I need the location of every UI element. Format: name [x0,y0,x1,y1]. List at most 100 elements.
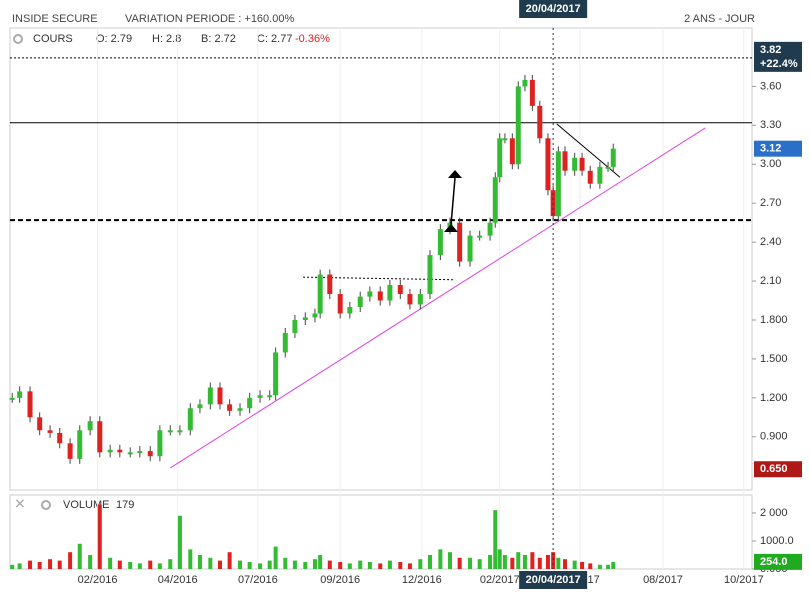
volume-tick-label: 2 000 [760,507,788,519]
volume-bar [168,559,173,569]
x-tick-label: 02/2016 [78,574,118,586]
y-tick-label: 3.30 [760,119,781,131]
candle [492,177,498,223]
candle [347,307,353,314]
volume-bar [77,543,82,569]
candle [217,387,223,405]
candle [227,404,233,411]
volume-bar [238,560,243,569]
period: 2 ANS - JOUR [684,13,755,25]
cursor-label-top: 20/04/2017 [526,3,581,15]
candle [87,421,93,431]
volume-bar [137,563,142,569]
volume-bar [378,563,383,569]
ohlc-high: H: 2.8 [152,33,181,45]
candle [317,274,323,314]
candle [282,332,288,353]
candle [610,148,616,167]
candle [137,451,143,454]
x-tick-label: 10/2017 [724,574,764,586]
candle [67,443,73,459]
volume-bar [312,559,317,569]
volume-bar [597,564,602,569]
candle [197,404,203,409]
volume-bar [188,549,193,569]
ohlc-low: B: 2.72 [201,33,236,45]
candle [312,313,318,318]
candle [562,151,568,171]
candle [417,294,423,305]
volume-bar [17,563,22,569]
candle [537,105,543,139]
candle [579,157,585,171]
candle [545,138,551,191]
candle [529,79,535,106]
volume-bar [148,560,153,569]
candle [177,430,183,433]
cursor-label-bottom: 20/04/2017 [526,574,581,586]
volume-bar [227,552,232,569]
ohlc-close: C: 2.77 [257,33,292,45]
volume-legend-name: VOLUME [63,499,109,511]
candle [273,352,279,396]
candle [337,294,343,314]
volume-bar [157,563,162,569]
volume-bar [208,557,213,569]
close-icon[interactable]: ✕ [14,496,26,512]
volume-bar [338,561,343,569]
y-tick-label: 3.60 [760,80,781,92]
candle [457,222,463,262]
candle [597,166,603,184]
candle [97,421,103,453]
candle [117,449,123,453]
candle [107,449,113,453]
volume-bar [128,561,133,569]
high-marker-bg [754,41,802,72]
volume-bar [493,510,498,569]
candle [522,79,528,87]
volume-bar [367,561,372,569]
last-volume-bg [754,553,802,570]
volume-bar [108,557,113,569]
candle [57,432,63,444]
volume-bar [580,561,585,569]
candle [357,296,363,308]
volume-bar [497,549,502,569]
price-panel [9,27,753,491]
settings-icon[interactable] [41,500,51,510]
candle [147,451,153,457]
volume-bar [247,561,252,569]
candle [367,291,373,297]
candle [605,166,611,169]
candle [509,138,515,165]
cursor-label-bottom-bg [519,571,588,589]
candle [467,235,473,262]
volume-bar [477,559,482,569]
volume-bar [398,561,403,569]
volume-bar [407,563,412,569]
volume-bar [197,554,202,569]
volume-bar [572,560,577,569]
y-tick-label: 2.70 [760,197,781,209]
volume-bar [117,560,122,569]
volume-bar [545,554,550,569]
volume-bar [611,561,616,569]
candle [427,255,433,295]
last-volume: 254.0 [760,556,788,568]
volume-bar [522,554,527,569]
candle [502,138,508,141]
last-price: 3.12 [760,143,781,155]
candle [487,222,493,236]
settings-icon[interactable] [13,34,23,44]
volume-tick-label: 1000.0 [760,535,794,547]
volume-bar [588,563,593,569]
volume-bar [438,549,443,569]
volume-bar [88,554,93,569]
volume-bar [606,564,611,569]
volume-bar [177,515,182,569]
y-tick-label: 3.00 [760,158,781,170]
candle [437,229,443,256]
price-legend-name: COURS [33,33,73,45]
